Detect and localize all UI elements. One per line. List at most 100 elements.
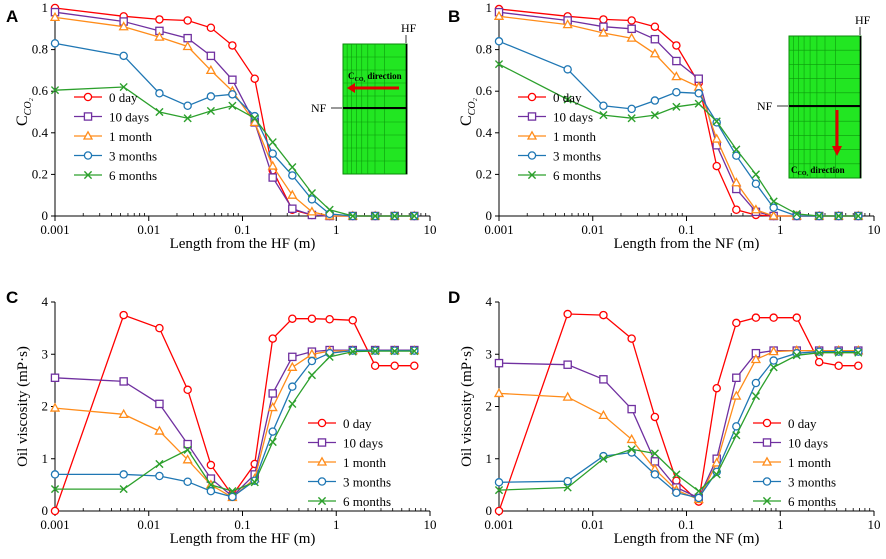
data-point	[155, 89, 164, 98]
y-tick-label: 1	[486, 451, 493, 466]
data-point	[815, 211, 824, 221]
data-point	[206, 23, 216, 33]
data-point	[119, 82, 128, 92]
data-point	[228, 41, 237, 50]
data-point	[50, 86, 60, 95]
data-point	[154, 31, 165, 41]
panel-letter: C	[6, 288, 18, 307]
legend-marker	[527, 151, 537, 160]
data-point	[155, 15, 164, 24]
y-axis-title: CCO₂	[458, 97, 478, 126]
data-point	[410, 347, 419, 356]
data-point	[348, 346, 358, 355]
data-point	[183, 101, 192, 111]
data-point	[307, 356, 317, 366]
x-axis-title: Length from the HF (m)	[170, 236, 316, 252]
inset-nf-label: NF	[757, 99, 773, 113]
data-point	[834, 211, 843, 221]
legend-marker	[317, 438, 327, 447]
data-point	[732, 318, 741, 328]
inset-nf-label: NF	[311, 101, 327, 115]
legend-label: 0 day	[343, 416, 372, 431]
data-point	[119, 310, 128, 320]
data-point	[50, 506, 60, 516]
panel-letter: A	[6, 7, 18, 26]
data-point	[183, 445, 192, 454]
data-point	[50, 39, 60, 48]
y-tick-label: 0	[486, 208, 493, 223]
data-point	[563, 476, 572, 486]
series-3-months	[494, 347, 863, 503]
data-point	[769, 197, 778, 206]
y-tick-label: 4	[486, 294, 493, 309]
data-point	[182, 454, 193, 464]
panel-a: A 0 0.2 0.4 0.6 0.8 1 0.001 0.01 0.1 1 10 Length fro…	[6, 0, 437, 252]
series-6-months	[494, 60, 863, 221]
data-point	[49, 11, 61, 22]
y-tick-label: 1	[42, 451, 49, 466]
data-point	[834, 347, 843, 356]
y-tick-label: 0.6	[32, 83, 49, 98]
data-point	[288, 314, 297, 323]
y-axis-title: Oil viscosity (mP·s)	[15, 346, 31, 467]
data-point	[183, 385, 192, 395]
data-point	[672, 476, 681, 485]
data-point	[626, 433, 637, 444]
x-tick-label: 0.1	[234, 517, 250, 532]
x-tick-label: 0.001	[484, 517, 513, 532]
inset-direction-label: CCO₂ direction	[348, 71, 402, 83]
data-point	[228, 487, 237, 496]
x-tick-label: 0.001	[40, 517, 69, 532]
data-point	[711, 133, 722, 143]
data-point	[307, 195, 317, 204]
data-point	[712, 383, 721, 393]
data-point	[627, 114, 636, 123]
data-point	[672, 56, 681, 66]
x-tick-label: 0.01	[137, 222, 160, 237]
data-point	[694, 493, 703, 503]
legend-marker	[83, 92, 93, 102]
data-point	[672, 470, 681, 479]
legend: 0 day 10 days 1 month 3 months 6 months	[74, 90, 157, 183]
y-tick-label: 4	[42, 294, 49, 309]
data-point	[288, 204, 297, 213]
data-point	[206, 106, 215, 116]
x-tick-label: 0.01	[581, 517, 604, 532]
data-point	[627, 334, 636, 343]
data-point	[206, 486, 216, 496]
data-point	[325, 205, 334, 214]
data-point	[672, 41, 681, 50]
y-axis-title-sub: CO₂	[23, 97, 34, 115]
legend-label: 1 month	[553, 129, 596, 144]
data-point	[712, 161, 721, 171]
panel-letter: D	[448, 288, 460, 307]
data-point	[390, 211, 399, 221]
data-point	[814, 357, 824, 367]
y-tick-label: 0.2	[32, 166, 48, 181]
data-point	[155, 323, 164, 333]
data-point	[183, 16, 192, 25]
data-point	[650, 412, 660, 422]
data-point	[370, 361, 380, 370]
data-point	[672, 87, 681, 97]
x-tick-label: 1	[777, 517, 784, 532]
series-6-months	[494, 348, 863, 496]
data-point	[206, 480, 215, 489]
data-point	[769, 313, 778, 322]
data-point	[751, 313, 761, 322]
x-axis-title: Length from the NF (m)	[614, 236, 760, 252]
data-point	[155, 459, 164, 469]
data-point	[694, 89, 703, 98]
y-tick-label: 0.4	[32, 125, 49, 140]
legend-label: 6 months	[343, 494, 391, 509]
data-point	[599, 454, 608, 463]
data-point	[49, 402, 61, 412]
data-point	[228, 492, 237, 502]
data-point	[732, 431, 741, 440]
data-point	[288, 352, 297, 362]
data-point	[50, 373, 60, 383]
data-point	[712, 117, 721, 126]
x-tick-label: 10	[424, 222, 437, 237]
legend-label: 3 months	[109, 149, 157, 164]
data-point	[267, 402, 278, 412]
